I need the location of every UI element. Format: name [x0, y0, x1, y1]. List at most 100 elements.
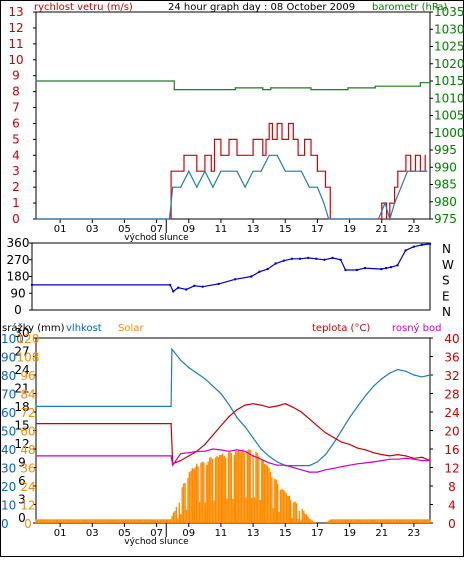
temperature-point — [365, 449, 367, 451]
temperature-point — [324, 432, 327, 434]
humidity-point — [373, 385, 375, 387]
rain-tick-label: 15 — [14, 419, 29, 433]
rain-tick-label: 3 — [18, 493, 26, 507]
humidity-point — [397, 368, 399, 371]
solar-tick-label: 96 — [20, 369, 35, 383]
wind-point — [406, 170, 409, 172]
pressure-point — [268, 89, 270, 91]
temperature-point — [212, 434, 214, 436]
gust-point — [220, 154, 222, 156]
direction-tick-label: 360 — [7, 236, 30, 250]
x-tick-label: 09 — [182, 528, 195, 539]
rain-tick-label: 12 — [14, 437, 29, 451]
compass-label: S — [442, 274, 450, 288]
gust-point — [196, 170, 198, 172]
dew-point — [421, 460, 423, 462]
gust-point — [386, 218, 388, 220]
x-tick-label: 11 — [215, 224, 228, 235]
direction-point — [384, 266, 388, 270]
humidity-point — [341, 429, 343, 432]
wind-point — [308, 186, 310, 188]
direction-point — [172, 290, 175, 293]
solar-tick-label: 36 — [20, 462, 35, 476]
gust-point — [397, 170, 399, 172]
humidity-tick-label: 70 — [1, 388, 16, 402]
direction-tick-label: 270 — [7, 253, 30, 267]
pressure-tick-label: 985 — [434, 178, 457, 192]
humidity-point — [324, 454, 327, 456]
humidity-point — [300, 465, 302, 467]
pressure-tick-label: 1005 — [434, 109, 464, 123]
x-tick-label: 01 — [54, 224, 67, 235]
dew-point — [276, 464, 278, 466]
gust-point — [381, 202, 383, 204]
wind-point — [236, 170, 238, 172]
dew-point — [180, 453, 182, 455]
pressure-point — [234, 87, 236, 89]
direction-point — [331, 256, 334, 260]
solar-tick-label: 48 — [20, 443, 35, 457]
gust-point — [276, 122, 278, 125]
gust-point — [213, 138, 216, 140]
compass-label: N — [442, 242, 451, 256]
temperature-point — [260, 404, 262, 406]
pressure-point — [429, 82, 431, 84]
humidity-point — [365, 394, 367, 396]
direction-point — [168, 283, 172, 287]
direction-point — [412, 245, 415, 248]
direction-point — [290, 257, 294, 260]
direction-point — [274, 262, 277, 265]
direction-point — [250, 275, 253, 278]
pressure-point — [260, 87, 262, 89]
humidity-tick-label: 100 — [1, 332, 24, 346]
gust-point — [310, 154, 312, 156]
wind-point — [228, 170, 230, 172]
x-tick-label: 03 — [86, 224, 99, 235]
direction-y-ticks: 0 90 180 270 360 — [7, 236, 32, 317]
gust-point — [316, 170, 318, 172]
dew-point — [308, 471, 310, 473]
pressure-point — [373, 87, 375, 89]
humidity-point — [349, 417, 351, 419]
wind-point — [212, 186, 214, 188]
humidity-point — [276, 461, 278, 463]
gust-point — [394, 186, 396, 188]
rain-tick-label: 9 — [18, 456, 26, 470]
temp-tick-label: 40 — [444, 332, 459, 346]
dew-point — [260, 458, 262, 460]
dew-point — [316, 471, 318, 473]
wind-point — [252, 170, 254, 172]
temperature-point — [349, 443, 351, 445]
temperature-point — [276, 405, 278, 407]
rain-tick-label: 18 — [14, 400, 29, 414]
wind-tick-label: 1 — [12, 196, 20, 210]
compass-label: E — [442, 289, 450, 303]
gust-point — [181, 170, 183, 172]
humidity-tick-label: 20 — [1, 480, 16, 494]
dew-point — [172, 464, 174, 466]
gust-point — [210, 170, 212, 172]
wind-tick-label: 2 — [12, 180, 20, 194]
temp-tick-label: 16 — [444, 443, 459, 457]
temperature-point — [421, 456, 423, 458]
direction-point — [258, 270, 261, 273]
temperature-point — [204, 443, 206, 445]
x-tick-label: 05 — [118, 528, 131, 539]
gust-point — [424, 154, 426, 156]
pressure-point — [172, 80, 174, 82]
humidity-point — [429, 374, 431, 376]
temperature-point — [220, 425, 222, 427]
gust-point — [304, 138, 306, 140]
temp-tick-label: 8 — [448, 480, 456, 494]
wind-point — [419, 170, 421, 172]
wind-point — [168, 218, 171, 220]
humidity-point — [204, 378, 206, 380]
direction-point — [389, 266, 393, 269]
wind-point — [426, 170, 428, 172]
direction-tick-label: 90 — [10, 286, 25, 300]
x-tick-label: 19 — [343, 224, 356, 235]
temp-tick-label: 0 — [448, 517, 456, 531]
dew-point — [357, 463, 359, 465]
